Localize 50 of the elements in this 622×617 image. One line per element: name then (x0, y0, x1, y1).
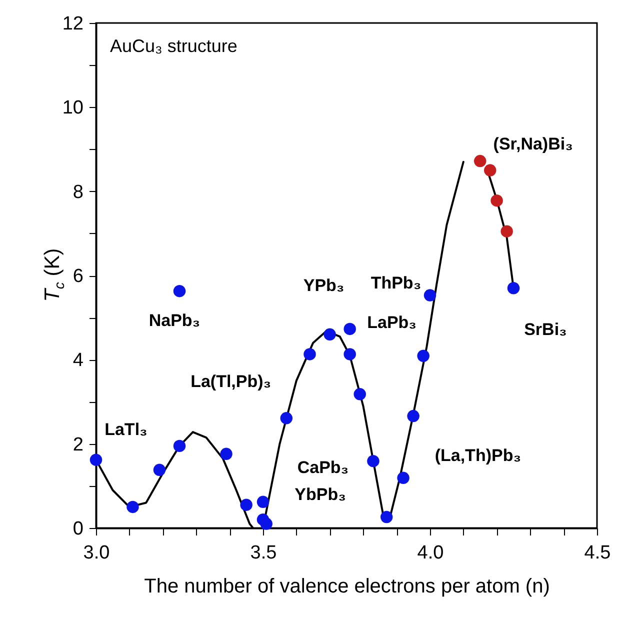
point (474, 154, 486, 168)
point (173, 284, 186, 298)
point (407, 410, 420, 422)
annotation: LaTl₃ (104, 420, 148, 439)
point (380, 510, 393, 524)
point (220, 448, 232, 460)
point (240, 498, 252, 511)
point (490, 194, 503, 207)
annotation: ThPb₃ (370, 273, 422, 292)
x-axis-title: The number of valence electrons per atom (n) (144, 576, 550, 598)
annotation: (Sr,Na)Bi₃ (493, 134, 573, 154)
point (324, 328, 336, 341)
point (344, 348, 356, 360)
annotation: La(Tl,Pb)₃ (190, 372, 272, 392)
annotation: CaPb₃ (297, 458, 349, 477)
y-tick-label: 12 (62, 14, 84, 34)
point (256, 496, 270, 508)
x-tick-label: 3.0 (83, 542, 110, 564)
annotation: YbPb₃ (294, 484, 346, 504)
annotation: (La,Th)Pb₃ (434, 446, 522, 465)
point (354, 388, 366, 400)
y-tick-label: 8 (72, 182, 84, 203)
y-tick-label: 4 (72, 350, 84, 372)
point (507, 282, 520, 294)
x-tick-label: 4.0 (417, 542, 444, 564)
annotation: SrBi₃ (524, 320, 567, 340)
y-tick-label: 2 (72, 434, 84, 456)
annotation: LaPb₃ (367, 313, 417, 332)
y-tick-label: 10 (62, 98, 84, 119)
point (367, 454, 380, 468)
text: AuCu₃ structure (110, 36, 238, 56)
annotation: YPb₃ (303, 276, 344, 295)
point (484, 164, 496, 176)
y-tick-label: 0 (72, 518, 84, 540)
point (417, 350, 430, 362)
annotation: NaPb₃ (148, 311, 200, 330)
x-tick-label: 4.5 (584, 542, 611, 564)
point (424, 289, 436, 302)
point (173, 440, 186, 452)
point (260, 518, 272, 530)
x-tick-label: 3.5 (250, 542, 277, 564)
point (344, 322, 356, 336)
point (304, 348, 316, 360)
point (280, 412, 293, 424)
point (153, 464, 166, 476)
y-tick-label: 6 (72, 266, 84, 287)
point (397, 472, 410, 484)
point (500, 225, 513, 238)
point (126, 500, 139, 514)
point (90, 454, 102, 466)
